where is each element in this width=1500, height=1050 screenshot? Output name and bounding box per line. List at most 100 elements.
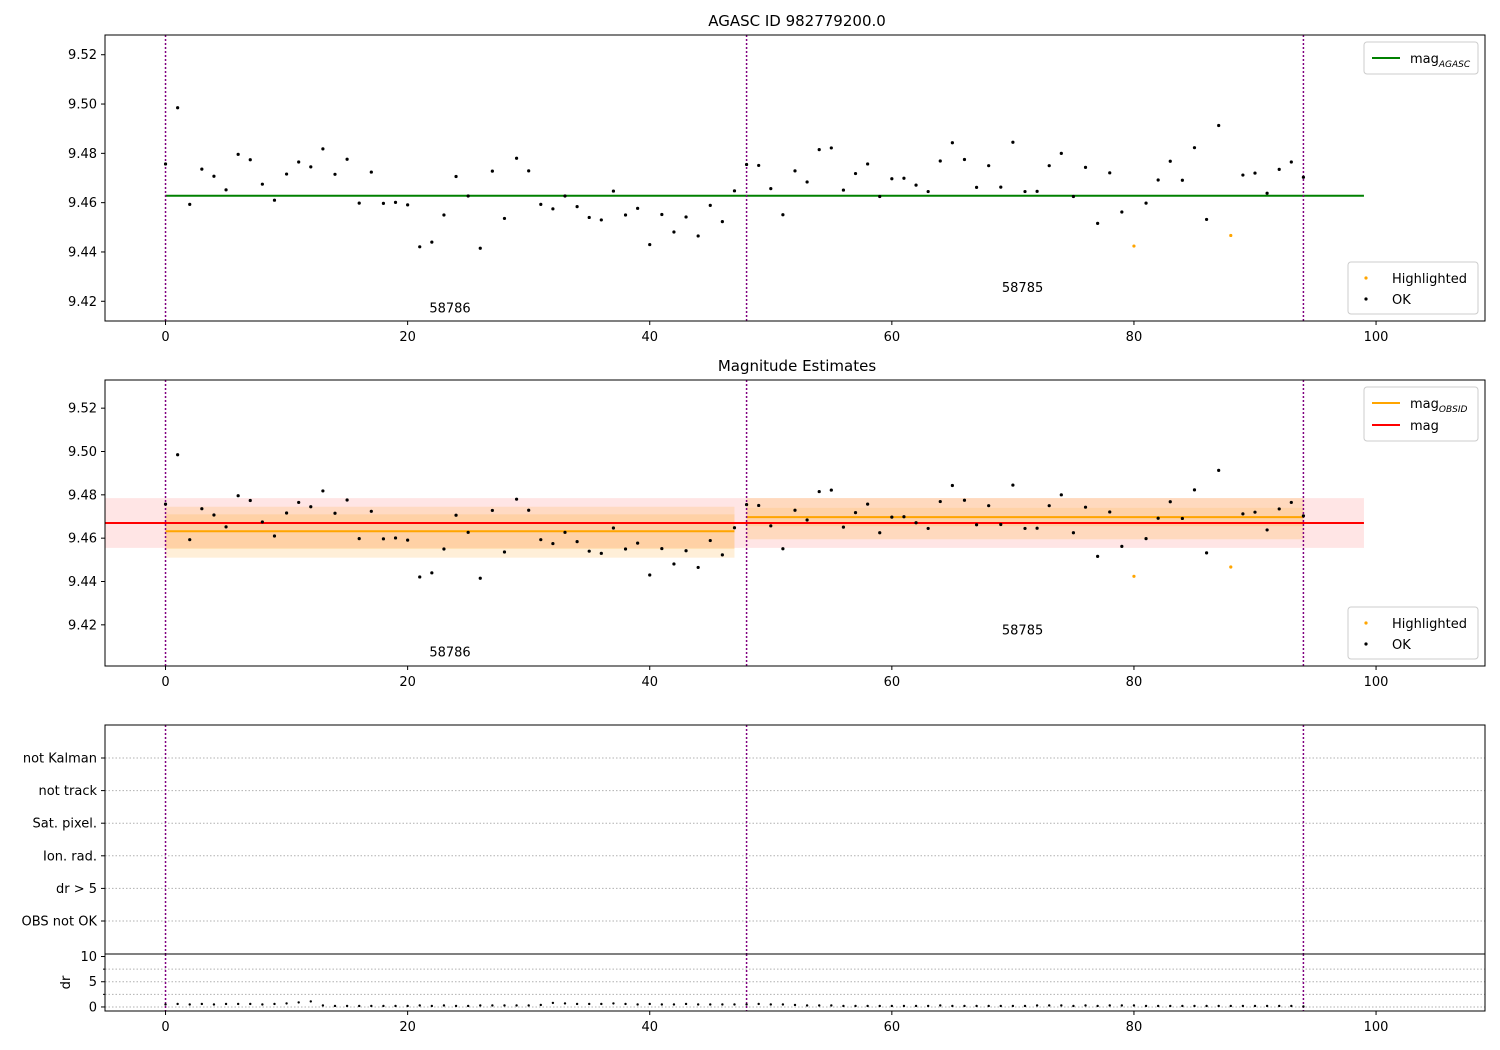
- ok-point: [527, 169, 531, 173]
- dr-point: [1035, 1004, 1039, 1007]
- legend-lines-box: [1363, 386, 1479, 442]
- dr-point: [926, 1004, 930, 1008]
- dr-point: [406, 1004, 409, 1008]
- ok-point: [720, 553, 724, 557]
- ok-point: [902, 515, 906, 519]
- ok-point: [309, 165, 313, 169]
- ok-point: [357, 201, 361, 205]
- plot-frame: [104, 953, 1486, 1012]
- dr-point: [648, 1002, 651, 1006]
- x-tick-label: 20: [399, 1020, 416, 1035]
- panel-title: AGASC ID 982779200.0: [708, 12, 886, 30]
- dr-point: [575, 1002, 579, 1006]
- dr-point: [539, 1003, 542, 1007]
- dr-point: [672, 1003, 676, 1006]
- legend-highlighted-marker: [1364, 621, 1368, 625]
- y-tick-label: 9.48: [68, 147, 97, 162]
- ok-point: [369, 509, 373, 513]
- y-tick-label: 9.50: [68, 445, 97, 460]
- ok-point: [188, 538, 192, 542]
- plot-frame: [104, 724, 1486, 955]
- dr-point: [1253, 1004, 1257, 1008]
- flag-row-label: not track: [38, 784, 97, 799]
- dr-point: [1181, 1004, 1184, 1008]
- ok-point: [696, 234, 700, 238]
- dr-point: [890, 1004, 894, 1008]
- ok-point: [1059, 151, 1063, 155]
- ok-point: [369, 170, 373, 174]
- dr-point: [430, 1004, 434, 1008]
- legend-label-base: mag: [1410, 419, 1439, 434]
- ok-point: [1120, 210, 1124, 214]
- flag-row-label: dr > 5: [56, 882, 97, 897]
- legend-ok-marker: [1364, 642, 1368, 646]
- ok-point: [757, 503, 761, 508]
- ok-point: [284, 172, 289, 176]
- dr-point: [660, 1003, 664, 1006]
- ok-point: [563, 530, 567, 534]
- dr-point: [1241, 1004, 1245, 1008]
- highlighted-point: [1229, 233, 1233, 238]
- y-tick-label: 9.42: [68, 295, 97, 310]
- ok-point: [1253, 171, 1257, 175]
- ok-point: [333, 511, 337, 515]
- y-tick-label: 9.42: [68, 618, 97, 633]
- ok-point: [224, 525, 228, 529]
- ok-point: [551, 541, 555, 546]
- x-tick-label: 40: [641, 675, 658, 690]
- dr-point: [394, 1004, 397, 1008]
- ok-point: [163, 502, 168, 506]
- dr-point: [588, 1002, 591, 1006]
- dr-point: [987, 1004, 990, 1008]
- y-tick-label: 9.52: [68, 48, 97, 63]
- ok-point: [611, 189, 616, 193]
- ok-point: [406, 203, 410, 207]
- ok-point: [478, 246, 482, 250]
- legend-line-label: magOBSID: [1410, 397, 1468, 415]
- dr-point: [999, 1004, 1002, 1008]
- legend-line-label: magAGASC: [1410, 52, 1471, 70]
- ok-point: [611, 526, 616, 530]
- dr-point: [164, 1003, 167, 1006]
- ok-point: [236, 494, 240, 498]
- ok-point: [974, 185, 979, 189]
- ok-point: [309, 505, 313, 509]
- dr-point: [345, 1004, 349, 1008]
- ok-point: [1289, 160, 1293, 164]
- dr-point: [285, 1002, 288, 1005]
- ok-point: [1241, 512, 1245, 516]
- ok-point: [890, 177, 894, 181]
- dr-point: [1048, 1004, 1051, 1007]
- ok-point: [623, 213, 628, 217]
- ok-point: [418, 245, 422, 249]
- ok-point: [551, 207, 555, 211]
- ok-point: [684, 215, 688, 219]
- ok-point: [333, 172, 337, 176]
- ok-point: [272, 198, 277, 202]
- ok-point: [672, 562, 676, 566]
- ok-point: [176, 453, 180, 457]
- ok-point: [878, 194, 882, 199]
- ok-point: [1277, 507, 1281, 511]
- legend-label-base: mag: [1410, 52, 1439, 67]
- y-tick-label: 0: [89, 1000, 97, 1015]
- ok-point: [781, 547, 785, 551]
- dr-point: [224, 1002, 228, 1006]
- dr-point: [1278, 1004, 1281, 1008]
- ok-point: [599, 551, 603, 555]
- dr-point: [1205, 1004, 1208, 1008]
- ok-point: [708, 538, 712, 543]
- legend-point-label: OK: [1392, 638, 1411, 653]
- dr-point: [1108, 1004, 1111, 1007]
- ok-point: [684, 549, 688, 553]
- dr-point: [1302, 1005, 1305, 1008]
- ok-point: [853, 171, 858, 176]
- ok-point: [1217, 468, 1221, 472]
- ok-point: [744, 502, 749, 507]
- dr-point: [551, 1001, 555, 1005]
- dr-point: [515, 1004, 518, 1007]
- dr-point: [1193, 1004, 1196, 1008]
- ok-point: [1120, 544, 1124, 549]
- uncertainty-band: [746, 498, 1304, 540]
- ok-point: [1253, 510, 1257, 514]
